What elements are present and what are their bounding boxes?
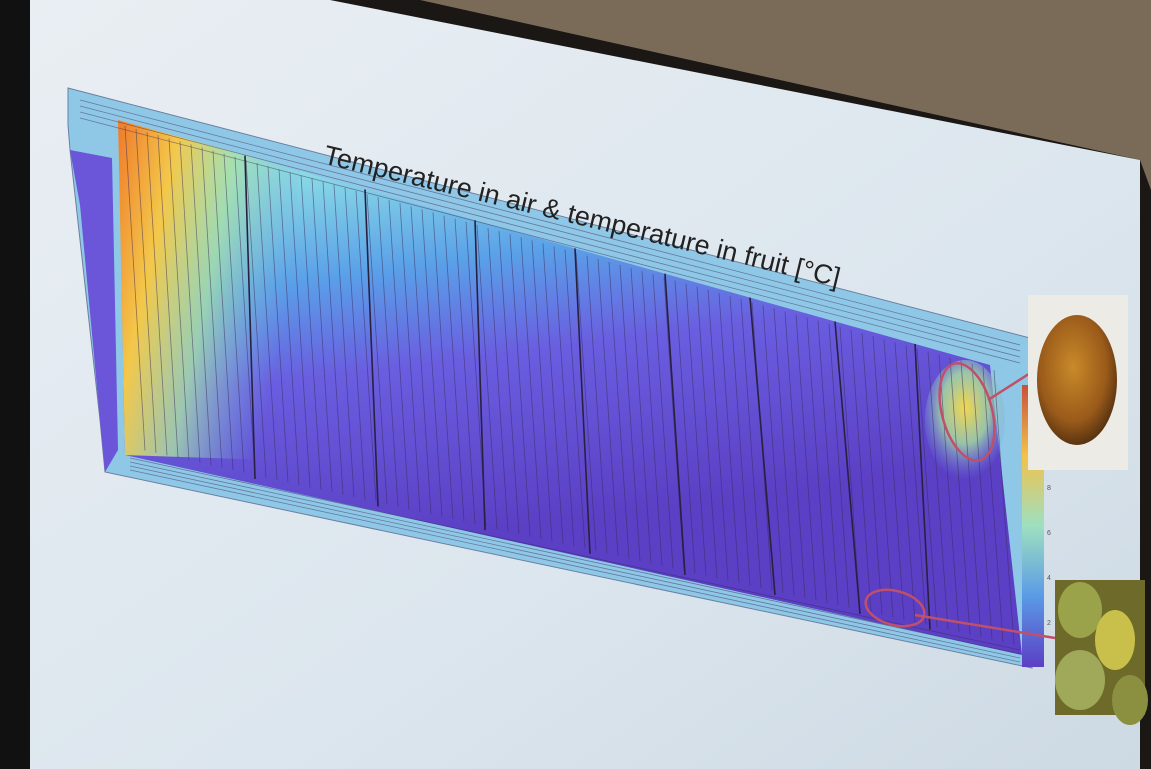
fruit bbox=[1058, 582, 1102, 638]
frame-edge bbox=[0, 0, 30, 769]
colorbar-tick-label: 4 bbox=[1047, 575, 1051, 582]
fruit bbox=[1037, 315, 1117, 445]
colorbar-tick-label: 6 bbox=[1047, 530, 1051, 537]
colorbar-tick-label: 8 bbox=[1047, 485, 1051, 492]
fruit bbox=[1055, 650, 1105, 710]
colorbar-tick-label: 2 bbox=[1047, 620, 1051, 627]
fruit bbox=[1112, 675, 1148, 725]
fruit bbox=[1095, 610, 1135, 670]
page: Temperature in air & temperature in frui… bbox=[0, 0, 1151, 769]
photo: Temperature in air & temperature in frui… bbox=[0, 0, 1151, 769]
